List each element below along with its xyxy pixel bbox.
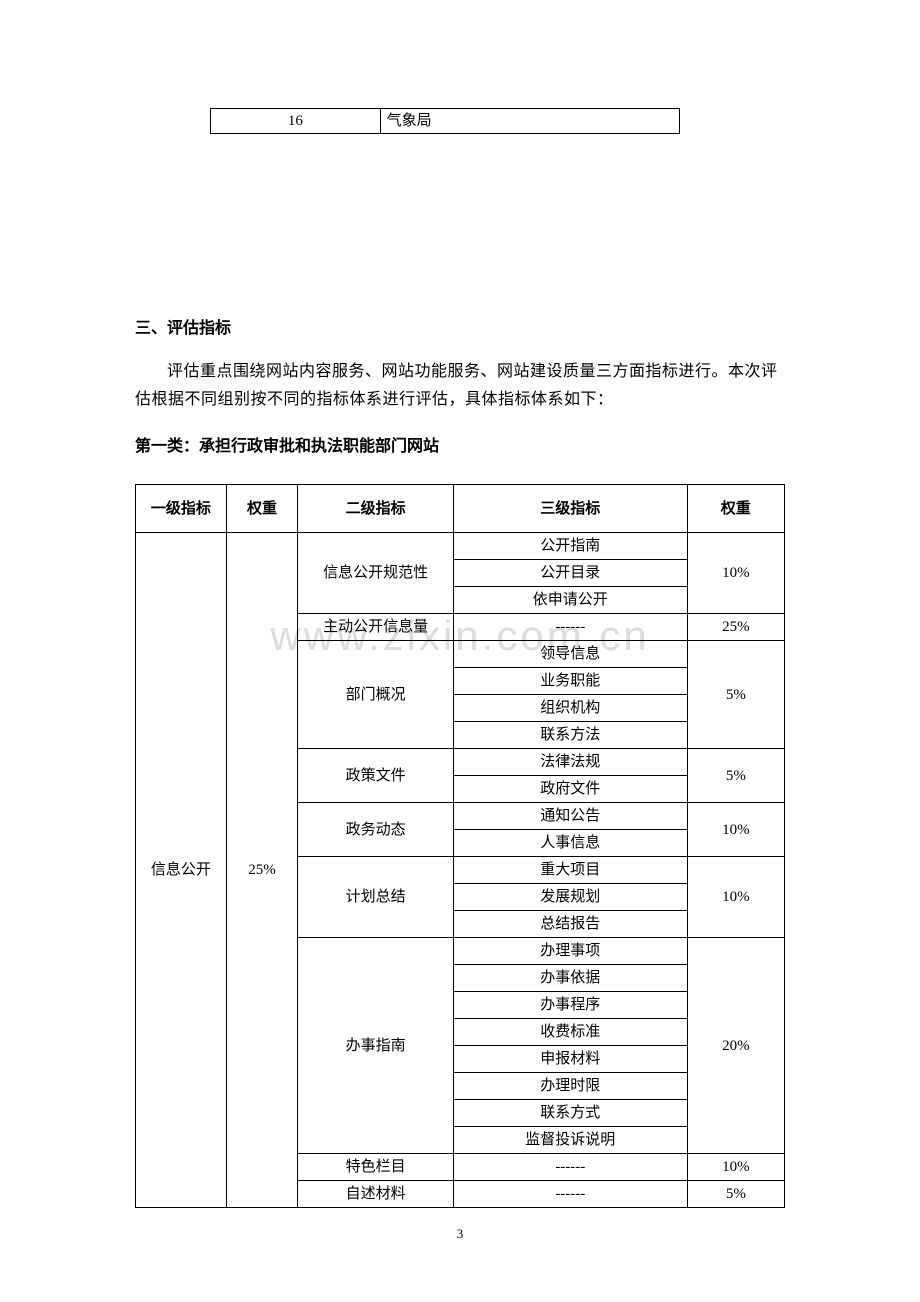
top-table-index: 16 bbox=[211, 109, 381, 134]
header-weight1: 权重 bbox=[226, 485, 297, 533]
lvl3-indicator: 人事信息 bbox=[453, 830, 687, 857]
lvl2-indicator: 办事指南 bbox=[298, 938, 454, 1154]
header-lvl2: 二级指标 bbox=[298, 485, 454, 533]
lvl2-indicator: 自述材料 bbox=[298, 1181, 454, 1208]
lvl2-weight: 5% bbox=[687, 749, 784, 803]
lvl2-indicator: 信息公开规范性 bbox=[298, 533, 454, 614]
lvl3-indicator: 申报材料 bbox=[453, 1046, 687, 1073]
lvl3-indicator: 监督投诉说明 bbox=[453, 1127, 687, 1154]
section-heading: 三、评估指标 bbox=[135, 314, 785, 338]
lvl2-indicator: 主动公开信息量 bbox=[298, 614, 454, 641]
lvl2-weight: 10% bbox=[687, 533, 784, 614]
page-number: 3 bbox=[0, 1226, 920, 1242]
lvl3-indicator: 依申请公开 bbox=[453, 587, 687, 614]
lvl3-indicator: ------ bbox=[453, 614, 687, 641]
lvl2-indicator: 特色栏目 bbox=[298, 1154, 454, 1181]
lvl3-indicator: 办事依据 bbox=[453, 965, 687, 992]
indicator-table: 一级指标 权重 二级指标 三级指标 权重 信息公开25%信息公开规范性公开指南1… bbox=[135, 484, 785, 1208]
lvl2-weight: 5% bbox=[687, 641, 784, 749]
lvl3-indicator: 发展规划 bbox=[453, 884, 687, 911]
lvl1-indicator: 信息公开 bbox=[136, 533, 227, 1208]
lvl2-indicator: 部门概况 bbox=[298, 641, 454, 749]
lvl2-weight: 10% bbox=[687, 803, 784, 857]
lvl3-indicator: 联系方式 bbox=[453, 1100, 687, 1127]
lvl3-indicator: 领导信息 bbox=[453, 641, 687, 668]
category-subheading: 第一类：承担行政审批和执法职能部门网站 bbox=[135, 432, 785, 456]
lvl3-indicator: 总结报告 bbox=[453, 911, 687, 938]
header-weight2: 权重 bbox=[687, 485, 784, 533]
lvl3-indicator: ------ bbox=[453, 1154, 687, 1181]
lvl3-indicator: ------ bbox=[453, 1181, 687, 1208]
lvl3-indicator: 公开指南 bbox=[453, 533, 687, 560]
header-lvl3: 三级指标 bbox=[453, 485, 687, 533]
body-paragraph: 评估重点围绕网站内容服务、网站功能服务、网站建设质量三方面指标进行。本次评估根据… bbox=[135, 358, 785, 414]
lvl3-indicator: 公开目录 bbox=[453, 560, 687, 587]
table-row: 16 气象局 bbox=[211, 109, 680, 134]
lvl2-weight: 10% bbox=[687, 857, 784, 938]
lvl3-indicator: 办事程序 bbox=[453, 992, 687, 1019]
table-header-row: 一级指标 权重 二级指标 三级指标 权重 bbox=[136, 485, 785, 533]
lvl1-weight: 25% bbox=[226, 533, 297, 1208]
top-table-name: 气象局 bbox=[380, 109, 679, 134]
table-row: 信息公开25%信息公开规范性公开指南10% bbox=[136, 533, 785, 560]
lvl3-indicator: 收费标准 bbox=[453, 1019, 687, 1046]
lvl3-indicator: 办理事项 bbox=[453, 938, 687, 965]
lvl2-weight: 10% bbox=[687, 1154, 784, 1181]
lvl3-indicator: 办理时限 bbox=[453, 1073, 687, 1100]
top-small-table: 16 气象局 bbox=[210, 108, 680, 134]
lvl2-indicator: 政务动态 bbox=[298, 803, 454, 857]
lvl3-indicator: 联系方法 bbox=[453, 722, 687, 749]
lvl3-indicator: 业务职能 bbox=[453, 668, 687, 695]
lvl3-indicator: 重大项目 bbox=[453, 857, 687, 884]
lvl3-indicator: 组织机构 bbox=[453, 695, 687, 722]
lvl2-weight: 25% bbox=[687, 614, 784, 641]
lvl2-weight: 20% bbox=[687, 938, 784, 1154]
lvl3-indicator: 政府文件 bbox=[453, 776, 687, 803]
page-content: 16 气象局 三、评估指标 评估重点围绕网站内容服务、网站功能服务、网站建设质量… bbox=[0, 0, 920, 1208]
lvl3-indicator: 通知公告 bbox=[453, 803, 687, 830]
lvl2-weight: 5% bbox=[687, 1181, 784, 1208]
lvl3-indicator: 法律法规 bbox=[453, 749, 687, 776]
lvl2-indicator: 计划总结 bbox=[298, 857, 454, 938]
header-lvl1: 一级指标 bbox=[136, 485, 227, 533]
lvl2-indicator: 政策文件 bbox=[298, 749, 454, 803]
